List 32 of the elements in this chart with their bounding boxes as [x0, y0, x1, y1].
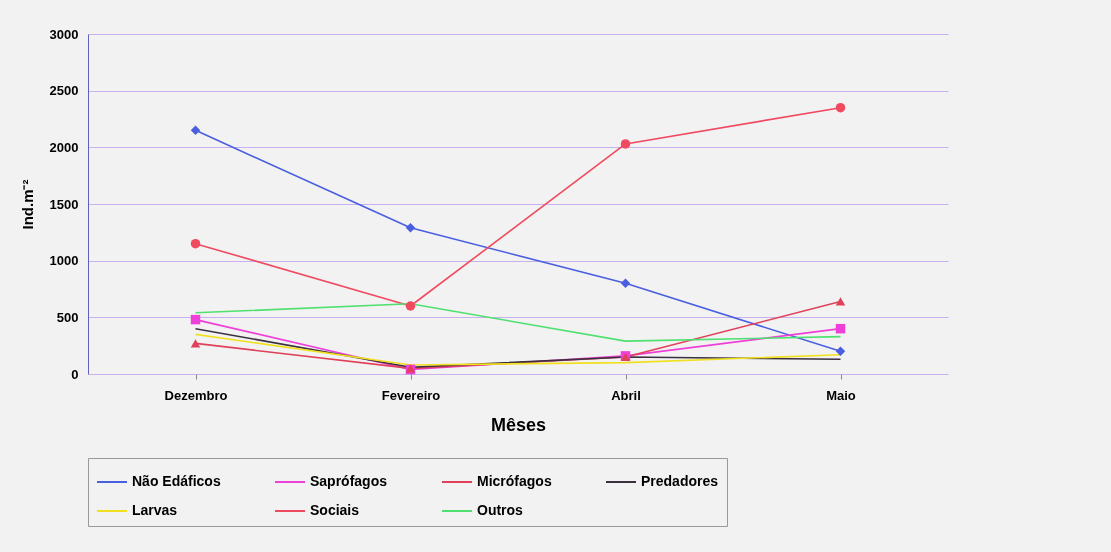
point: [190, 339, 201, 348]
legend-label: Larvas: [132, 502, 178, 518]
legend-label: Micrófagos: [477, 473, 552, 489]
point: [190, 125, 201, 136]
legend-label: Sociais: [310, 502, 360, 518]
point: [190, 238, 201, 249]
legend-label: Outros: [477, 502, 524, 518]
y-tick-label: 0: [71, 366, 79, 382]
y-tick-label: 500: [56, 309, 79, 325]
x-tick-label: Dezembro: [164, 387, 228, 403]
point: [405, 223, 416, 233]
x-tick-label: Fevereiro: [381, 387, 441, 403]
y-tick-label: 2000: [49, 139, 79, 155]
point: [190, 314, 201, 325]
point: [620, 139, 631, 149]
point: [835, 323, 846, 334]
y-tick-label: 2500: [49, 83, 79, 99]
y-axis-title: Ind.m⁻²: [18, 179, 36, 230]
point: [835, 346, 846, 357]
point: [405, 301, 416, 311]
legend-label: Saprófagos: [310, 473, 388, 489]
y-tick-label: 3000: [49, 26, 79, 42]
legend-label: Não Edáficos: [132, 473, 221, 489]
point: [835, 297, 846, 306]
y-tick-label: 1500: [49, 196, 79, 212]
x-tick-label: Maio: [826, 387, 856, 403]
x-axis-title: Mêses: [490, 414, 547, 435]
legend-label: Predadores: [641, 473, 719, 489]
point: [835, 102, 846, 113]
point: [620, 278, 631, 289]
y-tick-label: 1000: [49, 253, 79, 269]
x-tick-label: Abril: [611, 387, 641, 403]
